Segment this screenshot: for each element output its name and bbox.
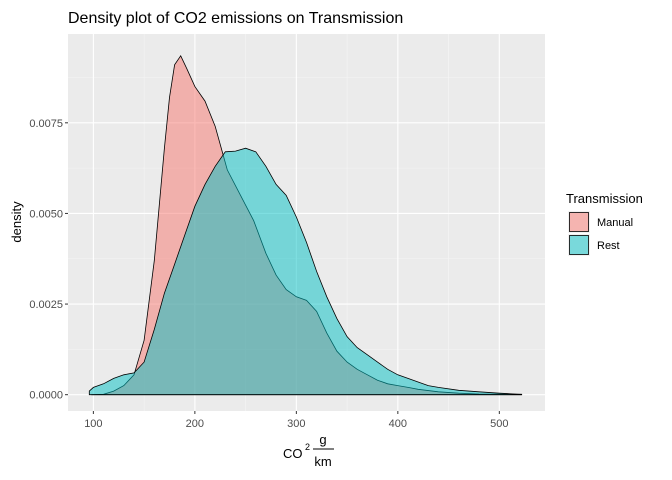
- y-tick-label: 0.0025: [29, 299, 63, 311]
- x-axis-title-sup: 2: [305, 442, 310, 452]
- legend-swatch-manual: [569, 212, 589, 232]
- legend-label-manual: Manual: [597, 217, 633, 229]
- x-tick-label: 400: [389, 418, 407, 430]
- x-axis-title-denominator: km: [314, 454, 331, 469]
- x-axis-title: CO 2 g km: [283, 432, 334, 469]
- x-axis-title-main: CO: [283, 446, 303, 461]
- y-axis: 0.0000 0.0025 0.0050 0.0075: [29, 118, 68, 402]
- density-area-rest: [88, 147, 523, 396]
- y-tick-label: 0.0075: [29, 118, 63, 130]
- x-tick-label: 200: [186, 418, 204, 430]
- legend-label-rest: Rest: [597, 240, 620, 252]
- y-tick-label: 0.0000: [29, 390, 63, 402]
- x-tick-label: 500: [490, 418, 508, 430]
- x-axis-title-numerator: g: [319, 432, 326, 447]
- chart-title: Density plot of CO2 emissions on Transmi…: [68, 10, 403, 27]
- x-tick-label: 100: [84, 418, 102, 430]
- legend: Transmission Manual Rest: [566, 191, 643, 256]
- series-layer: [88, 54, 523, 396]
- x-tick-label: 300: [287, 418, 305, 430]
- y-tick-label: 0.0050: [29, 208, 63, 220]
- y-axis-title: density: [9, 201, 24, 243]
- legend-swatch-rest: [569, 235, 589, 255]
- x-axis: 100 200 300 400 500: [84, 411, 509, 430]
- legend-title: Transmission: [566, 191, 643, 206]
